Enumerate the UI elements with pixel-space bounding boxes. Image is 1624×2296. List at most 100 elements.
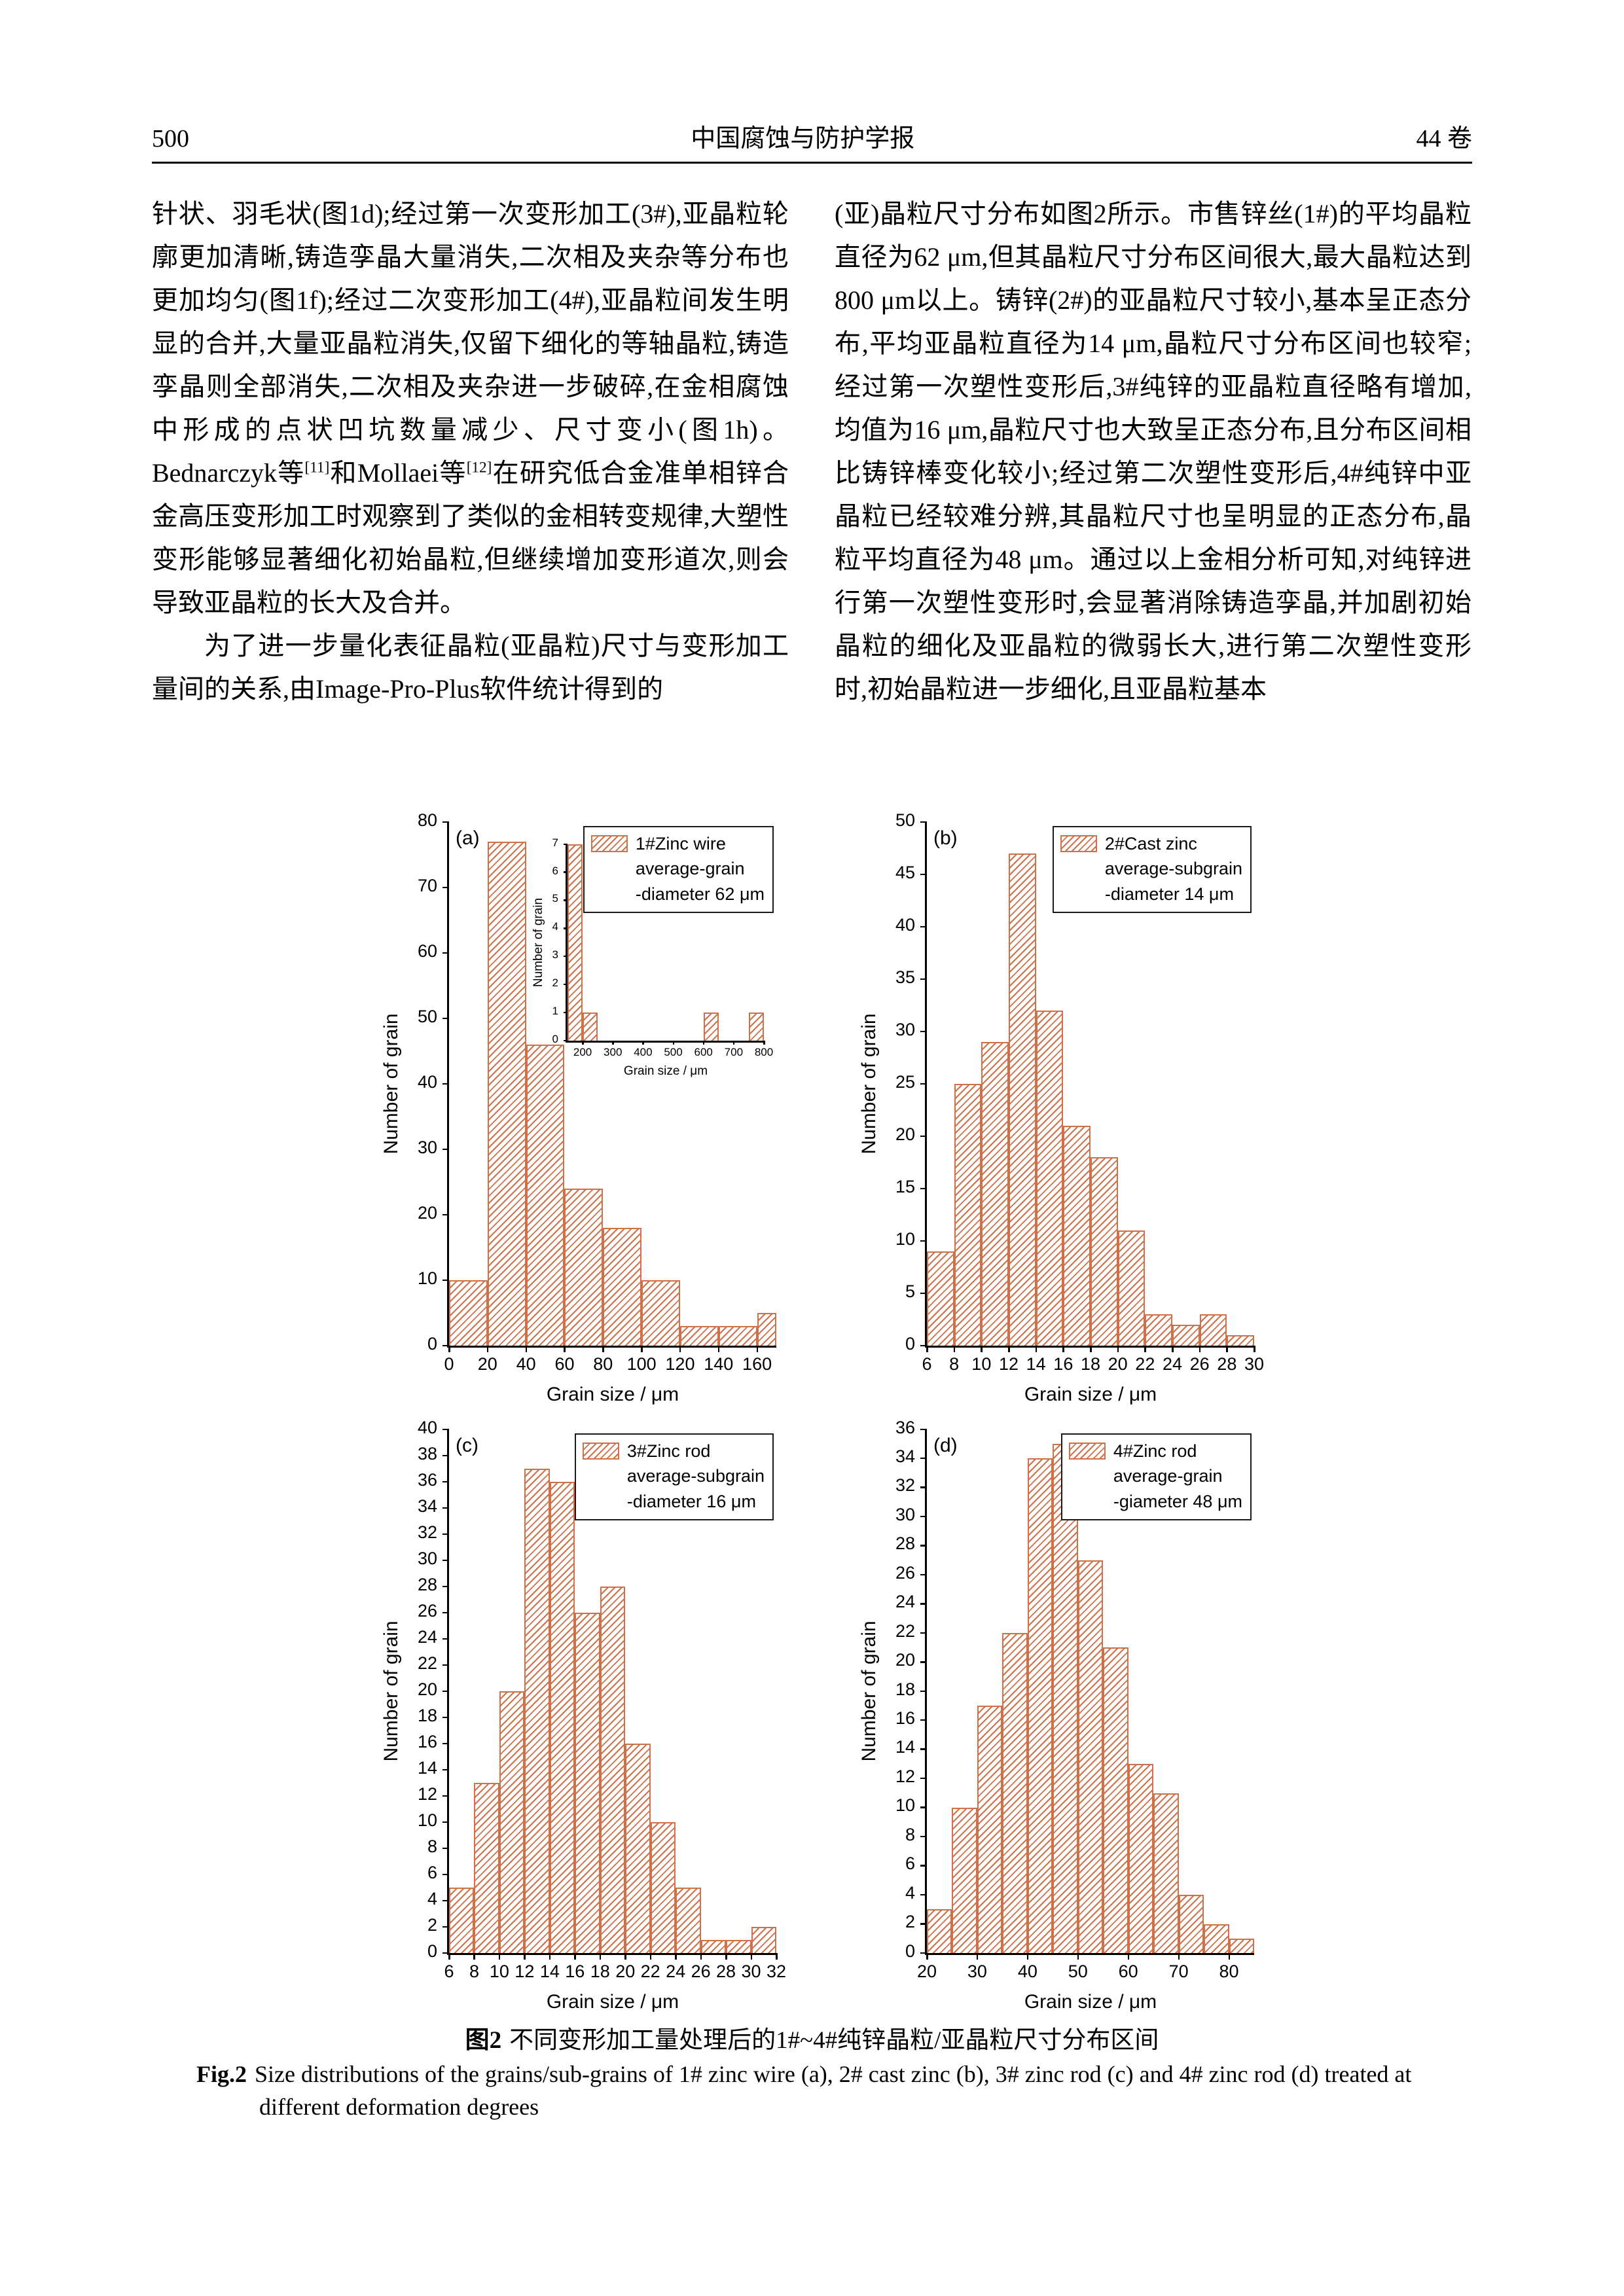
x-axis-tick <box>1172 1346 1174 1352</box>
y-axis-tick <box>564 983 568 986</box>
y-tick-label: 0 <box>905 1941 915 1961</box>
legend-swatch <box>582 1443 619 1460</box>
paragraph: 针状、羽毛状(图1d);经过第一次变形加工(3#),亚晶粒轮廓更加清晰,铸造孪晶… <box>152 199 789 617</box>
x-axis-tick <box>525 1346 528 1352</box>
y-axis-tick <box>442 1428 449 1430</box>
y-axis-tick <box>920 1719 927 1721</box>
x-tick-label: 200 <box>573 1046 592 1058</box>
y-axis-tick <box>920 1030 927 1032</box>
histogram-bar <box>575 1613 600 1953</box>
y-axis-tick <box>920 1135 927 1137</box>
y-axis-tick <box>442 1480 449 1482</box>
y-tick-label: 22 <box>895 1621 915 1641</box>
y-axis-tick <box>920 1690 927 1692</box>
y-tick-label: 32 <box>895 1475 915 1496</box>
x-tick-label: 24 <box>1162 1354 1183 1374</box>
x-tick-label: 50 <box>1068 1962 1088 1981</box>
legend-swatch <box>590 835 628 853</box>
y-axis-tick <box>442 1454 449 1456</box>
histogram-bar <box>499 1691 525 1953</box>
plot-area: 0 5 10 15 20 25 30 35 40 45 50 6 8 10 12 14 16 18 20 22 24 26… <box>858 810 1264 1405</box>
x-tick-label: 10 <box>489 1962 509 1981</box>
y-tick-label: 36 <box>417 1469 437 1490</box>
x-tick-label: 22 <box>1135 1354 1155 1374</box>
x-axis-tick <box>1008 1346 1010 1352</box>
x-axis-tick <box>926 1953 928 1960</box>
histogram-bar <box>718 1326 757 1346</box>
x-axis-tick <box>1199 1346 1201 1352</box>
x-axis-tick <box>624 1953 626 1960</box>
panel-label: (c) <box>456 1435 478 1456</box>
y-axis-tick <box>442 1213 449 1215</box>
x-tick-label: 160 <box>742 1354 772 1374</box>
y-tick-label: 26 <box>417 1600 437 1621</box>
legend-label: average-grain <box>635 859 745 879</box>
legend-label: -diameter 16 μm <box>626 1491 756 1511</box>
y-axis-tick <box>442 1690 449 1692</box>
x-tick-label: 700 <box>724 1046 744 1058</box>
x-tick-label: 16 <box>565 1962 585 1981</box>
histogram-bar <box>449 1280 488 1346</box>
legend-row: 3#Zinc rod <box>582 1439 765 1463</box>
y-tick-label: 34 <box>417 1496 437 1516</box>
plot-area: 0 10 20 30 40 50 60 70 80 0 20 40 60 80 100 120 140 160 Nu… <box>380 810 776 1405</box>
x-axis-tick <box>602 1346 604 1352</box>
legend-label: -diameter 62 μm <box>635 884 765 904</box>
x-axis-tick <box>642 1041 644 1045</box>
x-axis-tick <box>672 1041 675 1045</box>
histogram-bar <box>1128 1764 1154 1953</box>
y-axis-tick <box>442 1585 449 1587</box>
legend-box: 1#Zinc wire average-grain -diameter 62 μm <box>583 826 774 913</box>
y-tick-label: 4 <box>905 1882 915 1903</box>
y-tick-label: 12 <box>417 1784 437 1804</box>
x-tick-label: 70 <box>1168 1962 1189 1981</box>
legend-box: 2#Cast zinc average-subgrain -diameter 14 … <box>1052 826 1252 913</box>
y-axis-tick <box>442 1344 449 1346</box>
histogram-bar <box>1053 1444 1078 1953</box>
body-text: 针状、羽毛状(图1d);经过第一次变形加工(3#),亚晶粒轮廓更加清晰,铸造孪晶… <box>152 192 1472 711</box>
chart-panel-a: 0 10 20 30 40 50 60 70 80 0 20 40 60 80 100 120 140 160 Nu… <box>370 810 802 1407</box>
paragraph: 为了进一步量化表征晶粒(亚晶粒)尺寸与变形加工量间的关系,由Image-Pro-… <box>152 631 789 704</box>
x-tick-label: 6 <box>922 1354 932 1374</box>
x-tick-label: 400 <box>634 1046 653 1058</box>
right-column: (亚)晶粒尺寸分布如图2所示。市售锌丝(1#)的平均晶粒直径为62 μm,但其晶… <box>835 192 1471 711</box>
y-tick-label: 18 <box>417 1705 437 1725</box>
x-tick-label: 40 <box>1017 1962 1038 1981</box>
x-tick-label: 8 <box>949 1354 960 1374</box>
x-axis-tick <box>926 1346 928 1352</box>
page-number: 500 <box>152 125 189 152</box>
x-axis-tick <box>574 1953 576 1960</box>
y-axis-title: Number of grain <box>532 897 545 988</box>
journal-title: 中国腐蚀与防护学报 <box>691 125 915 152</box>
x-axis-tick <box>776 1953 778 1960</box>
y-tick-label: 28 <box>895 1534 915 1554</box>
y-tick-label: 6 <box>427 1862 437 1882</box>
y-tick-label: 6 <box>552 864 558 877</box>
y-axis-tick <box>920 1632 927 1634</box>
x-tick-label: 22 <box>640 1962 660 1981</box>
x-axis-title: Grain size / μm <box>623 1064 708 1078</box>
histogram-bar <box>757 1313 776 1346</box>
x-tick-label: 100 <box>626 1354 657 1374</box>
y-tick-label: 30 <box>895 1019 915 1039</box>
x-tick-label: 30 <box>1244 1354 1265 1374</box>
figure-caption-en-text: Size distributions of the grains/sub-gra… <box>255 2061 1412 2120</box>
legend-box: 3#Zinc rod average-subgrain -diameter 16 μ… <box>574 1433 774 1520</box>
histogram-bar <box>524 1469 550 1953</box>
y-axis-tick <box>442 952 449 954</box>
y-axis-tick <box>442 1559 449 1561</box>
x-axis-tick <box>717 1346 720 1352</box>
y-tick-label: 18 <box>895 1679 915 1699</box>
y-tick-label: 30 <box>895 1504 915 1524</box>
y-axis-tick <box>442 1507 449 1509</box>
histogram-bar <box>1002 1633 1028 1953</box>
x-axis-tick <box>1226 1346 1228 1352</box>
y-tick-label: 14 <box>895 1737 915 1757</box>
x-tick-label: 0 <box>444 1354 454 1374</box>
y-tick-label: 45 <box>895 862 915 882</box>
y-axis-tick <box>564 843 568 845</box>
figure-caption-en: Fig.2 Size distributions of the grains/su… <box>196 2058 1440 2123</box>
histogram-bar <box>1027 1458 1053 1953</box>
y-axis-tick <box>920 1777 927 1780</box>
figure-caption-zh-text: 不同变形加工量处理后的1#~4#纯锌晶粒/亚晶粒尺寸分布区间 <box>509 2027 1159 2054</box>
